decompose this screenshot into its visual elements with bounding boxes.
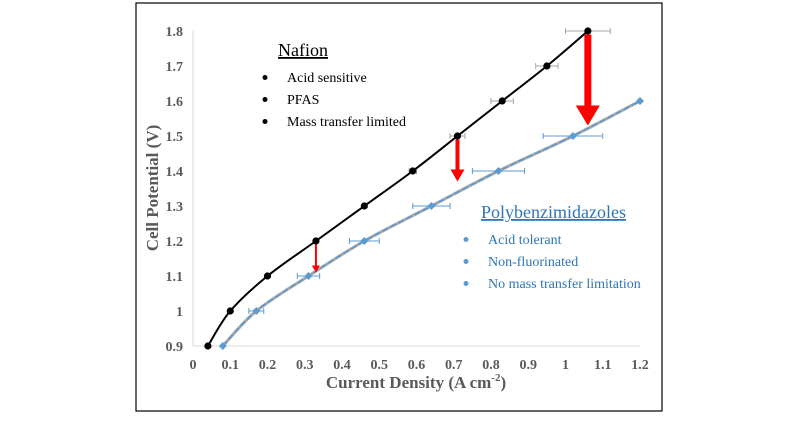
x-tick-label: 0: [190, 358, 197, 373]
data-point-pbi: [252, 307, 261, 315]
x-tick-label: 0.6: [408, 358, 426, 373]
data-point-nafion: [584, 27, 592, 35]
data-point-pbi: [218, 342, 227, 350]
x-tick-label: 0.3: [296, 358, 314, 373]
y-tick-labels: 0.9 1 1.1 1.2 1.3 1.4 1.5 1.6 1.7 1.8: [166, 25, 184, 355]
annotation-item: No mass transfer limitation: [488, 277, 641, 292]
x-tick-label: 0.4: [333, 358, 351, 373]
annotation-bullet: [463, 259, 469, 264]
series-line-pbi: [222, 100, 641, 347]
y-tick-label: 1.6: [166, 95, 184, 110]
x-tick-label: 0.5: [371, 358, 389, 373]
data-point-pbi: [568, 132, 577, 140]
y-tick-label: 1.2: [166, 235, 184, 250]
annotation-bullet: [262, 119, 268, 124]
data-point-nafion: [498, 97, 506, 105]
data-point-pbi: [360, 237, 369, 245]
y-tick-label: 1: [176, 305, 183, 320]
annotation-bullet: [463, 281, 469, 286]
data-point-pbi: [427, 202, 436, 210]
data-point-pbi: [494, 167, 503, 175]
data-point-nafion: [204, 342, 212, 350]
y-tick-label: 1.8: [166, 25, 184, 40]
data-point-nafion: [409, 167, 417, 175]
data-point-nafion: [263, 272, 272, 280]
annotation-item: Mass transfer limited: [287, 115, 406, 130]
red-arrow: [575, 34, 600, 126]
x-tick-labels: 0 0.1 0.2 0.3 0.4 0.5 0.6 0.7 0.8 0.9 1 1.1 1.2: [190, 358, 649, 373]
data-point-nafion: [453, 132, 462, 140]
y-tick-label: 1.1: [166, 270, 184, 285]
data-point-pbi: [304, 272, 313, 280]
series-line-nafion: [207, 30, 589, 347]
x-axis-title-close: ): [500, 373, 506, 392]
x-tick-label: 0.8: [482, 358, 500, 373]
red-arrow: [311, 244, 320, 273]
data-point-nafion: [312, 237, 320, 245]
series-points: [204, 27, 644, 350]
x-tick-label: 0.1: [222, 358, 240, 373]
y-tick-label: 1.4: [166, 165, 184, 180]
annotation-item: Non-fluorinated: [488, 255, 578, 270]
x-axis-title: Current Density (A cm-2): [326, 372, 506, 392]
x-tick-label: 0.2: [259, 358, 277, 373]
annotation-item: Acid tolerant: [488, 233, 562, 248]
series-trendline-pbi: [221, 99, 641, 348]
annotation-bullet: [262, 75, 268, 80]
plot-frame: [135, 2, 663, 412]
annotation-item: Acid sensitive: [287, 71, 367, 86]
annotation-title: Nafion: [278, 40, 328, 60]
y-tick-label: 0.9: [166, 340, 184, 355]
x-axis-title-superscript: -2: [491, 372, 501, 384]
series-lines: [207, 30, 641, 348]
x-tick-label: 1: [562, 358, 569, 373]
annotations: Nafion Acid sensitive PFAS Mass transfer li…: [262, 40, 641, 292]
annotation-title: Polybenzimidazoles: [481, 202, 626, 222]
x-tick-label: 0.9: [520, 358, 538, 373]
data-point-nafion: [543, 62, 551, 70]
data-point-nafion: [360, 202, 368, 210]
annotation-bullet: [262, 97, 268, 102]
x-tick-label: 1.2: [631, 358, 649, 373]
x-tick-label: 0.7: [445, 358, 463, 373]
data-point-pbi: [636, 97, 644, 105]
annotation-bullet: [463, 237, 469, 242]
data-point-nafion: [226, 307, 234, 315]
arrows: [311, 34, 600, 273]
y-tick-label: 1.3: [166, 200, 184, 215]
x-axis-title-main: Current Density (A cm: [326, 373, 491, 392]
red-arrow: [450, 139, 465, 182]
y-tick-label: 1.5: [166, 130, 184, 145]
y-axis-title: Cell Potential (V): [143, 125, 162, 252]
x-tick-label: 1.1: [594, 358, 612, 373]
annotation-item: PFAS: [287, 93, 319, 108]
y-tick-label: 1.7: [166, 60, 184, 75]
